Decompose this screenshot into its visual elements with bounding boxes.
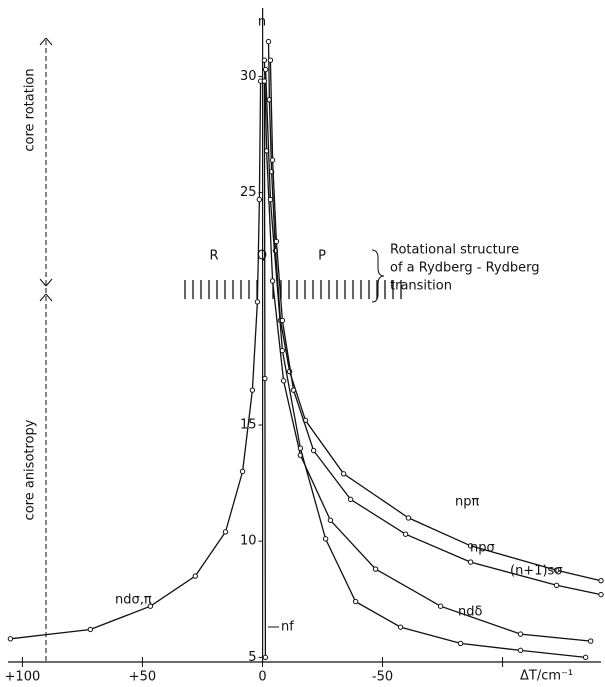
annotation: P [318,249,326,264]
marker [279,347,286,354]
marker [582,654,589,661]
marker [280,378,287,384]
arrow [39,37,47,46]
marker [269,157,276,163]
marker [192,573,198,579]
marker [598,591,604,598]
marker [254,299,261,305]
marker [261,57,268,63]
marker [457,640,464,647]
marker [553,567,560,573]
marker [553,582,560,589]
marker [467,559,474,565]
marker [267,57,274,63]
annotation: core rotation [23,68,38,151]
marker [265,38,272,45]
marker [310,447,317,454]
annotation: Q [257,249,267,264]
arrow [45,37,53,46]
marker [239,468,246,475]
marker [256,196,263,203]
y-tick-label: 10 [240,534,257,549]
marker [222,529,229,535]
series-label: npσ [470,541,495,556]
marker [273,238,280,245]
marker [87,626,94,633]
marker [322,536,329,542]
series-label: ndσ,π [115,593,152,608]
marker [249,387,256,393]
marker [437,603,444,609]
marker [372,566,379,572]
arrow [45,278,53,287]
marker [587,638,594,644]
marker [261,78,268,84]
rotational-lines [184,280,402,299]
marker [517,631,524,637]
marker [147,603,154,609]
x-tick-label: +50 [129,670,156,685]
line [267,41,602,582]
marker [269,278,276,284]
x-tick-label: -50 [372,670,393,685]
annotation: transition [390,279,452,294]
annotation: Rotational structure [390,243,519,258]
series-label: npπ [455,495,479,510]
marker [598,577,604,584]
annotation: R [209,249,218,264]
marker [517,647,524,654]
arrow [45,293,53,302]
marker [397,624,404,630]
x-tick-label: 0 [258,670,266,685]
arrow [39,293,47,302]
series-label: ndδ [458,605,482,620]
annotation: of a Rydberg - Rydberg [390,261,540,276]
line [10,81,262,640]
marker [467,543,474,549]
series-label: nf [281,620,294,635]
annotation: core anisotropy [23,419,38,520]
marker [352,598,359,605]
marker [340,471,347,477]
marker [327,517,334,523]
marker [262,375,268,382]
marker [297,445,304,451]
series-label: (n+1)sσ [510,564,563,579]
marker [262,66,269,73]
marker [262,654,269,661]
marker [402,531,409,537]
line [264,69,586,659]
x-axis-label: ΔT/cm⁻¹ [520,669,573,684]
line [263,81,267,658]
arrow [39,278,47,287]
x-tick-label: +100 [5,670,41,685]
marker [290,387,297,393]
line [263,60,591,642]
line [269,60,602,596]
y-tick-label: 5 [248,650,256,665]
marker [347,496,354,503]
marker [267,196,274,203]
brace [371,249,385,303]
marker [7,636,14,642]
y-tick-label: 30 [240,69,257,84]
y-tick-label: 25 [240,185,257,200]
marker [279,317,286,324]
marker [405,515,412,521]
